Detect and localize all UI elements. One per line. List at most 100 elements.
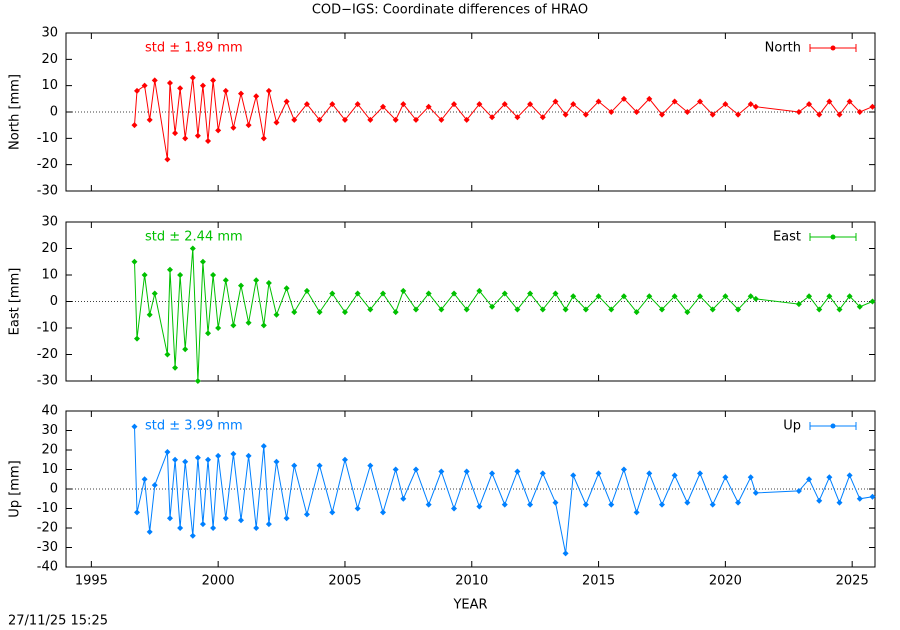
- data-point: [166, 515, 173, 522]
- data-point: [570, 293, 577, 300]
- data-point: [425, 103, 432, 110]
- data-point: [210, 77, 217, 84]
- data-point: [253, 277, 260, 284]
- data-point: [412, 466, 419, 473]
- y-tick-label: 40: [41, 404, 58, 419]
- x-tick-label: 2005: [328, 574, 361, 589]
- data-point: [501, 101, 508, 108]
- data-point: [463, 306, 470, 313]
- chart-title: COD−IGS: Coordinate differences of HRAO: [312, 3, 588, 18]
- data-point: [826, 293, 833, 300]
- data-point: [451, 101, 458, 108]
- data-point: [514, 114, 521, 121]
- data-point: [856, 495, 863, 502]
- data-point: [608, 306, 615, 313]
- annotation: std ± 2.44 mm: [145, 230, 243, 245]
- data-point: [735, 499, 742, 506]
- series-line: [134, 77, 873, 160]
- data-point: [273, 311, 280, 318]
- data-point: [400, 287, 407, 294]
- data-point: [245, 452, 252, 459]
- data-point: [412, 116, 419, 123]
- data-point: [582, 306, 589, 313]
- data-point: [552, 499, 559, 506]
- data-point: [816, 497, 823, 504]
- data-point: [354, 101, 361, 108]
- data-point: [646, 293, 653, 300]
- data-point: [869, 103, 876, 110]
- data-point: [146, 116, 153, 123]
- data-point: [177, 525, 184, 531]
- data-point: [265, 279, 272, 286]
- data-point: [182, 346, 189, 353]
- y-tick-label: 0: [50, 105, 58, 120]
- data-point: [501, 290, 508, 297]
- data-point: [380, 290, 387, 297]
- data-point: [146, 528, 153, 535]
- data-point: [697, 293, 704, 300]
- data-point: [846, 293, 853, 300]
- data-point: [237, 517, 244, 524]
- data-point: [273, 458, 280, 465]
- data-point: [671, 293, 678, 300]
- data-point: [260, 322, 267, 329]
- data-point: [222, 87, 229, 94]
- legend-marker: [830, 45, 836, 51]
- data-point: [735, 111, 742, 118]
- data-point: [438, 468, 445, 475]
- data-point: [501, 501, 508, 508]
- data-point: [151, 77, 158, 84]
- data-point: [658, 111, 665, 118]
- data-point: [697, 98, 704, 105]
- data-point: [671, 98, 678, 105]
- data-point: [451, 505, 458, 512]
- data-point: [747, 293, 754, 300]
- data-point: [722, 474, 729, 481]
- data-point: [806, 101, 813, 108]
- data-point: [582, 501, 589, 508]
- data-point: [329, 101, 336, 108]
- data-point: [303, 287, 310, 294]
- data-point: [562, 111, 569, 118]
- data-point: [329, 290, 336, 297]
- x-tick-label: 1995: [75, 574, 108, 589]
- data-point: [514, 306, 521, 313]
- data-point: [189, 74, 196, 81]
- data-point: [316, 309, 323, 316]
- data-point: [620, 466, 627, 473]
- data-point: [151, 290, 158, 297]
- data-point: [199, 521, 206, 528]
- annotation: std ± 1.89 mm: [145, 41, 243, 56]
- data-point: [476, 287, 483, 294]
- data-point: [205, 330, 212, 337]
- data-point: [438, 306, 445, 313]
- data-point: [722, 293, 729, 300]
- y-tick-label: -30: [37, 184, 58, 199]
- data-point: [527, 290, 534, 297]
- y-tick-label: -20: [37, 347, 58, 362]
- data-point: [172, 364, 179, 371]
- timestamp: 27/11/25 15:25: [8, 614, 108, 629]
- data-point: [354, 505, 361, 512]
- data-point: [489, 470, 496, 477]
- y-tick-label: 10: [41, 268, 58, 283]
- data-point: [205, 456, 212, 463]
- data-point: [570, 472, 577, 479]
- data-point: [684, 109, 691, 115]
- data-point: [709, 306, 716, 313]
- data-point: [795, 487, 802, 494]
- y-tick-label: 20: [41, 443, 58, 458]
- x-tick-label: 2020: [709, 574, 742, 589]
- data-point: [210, 525, 217, 531]
- data-point: [303, 511, 310, 518]
- data-point: [273, 119, 280, 126]
- data-point: [836, 499, 843, 506]
- data-point: [412, 306, 419, 313]
- data-point: [539, 470, 546, 477]
- data-point: [245, 319, 252, 326]
- data-point: [164, 156, 171, 163]
- data-point: [194, 132, 201, 139]
- data-point: [826, 474, 833, 481]
- data-point: [237, 282, 244, 289]
- data-point: [489, 114, 496, 121]
